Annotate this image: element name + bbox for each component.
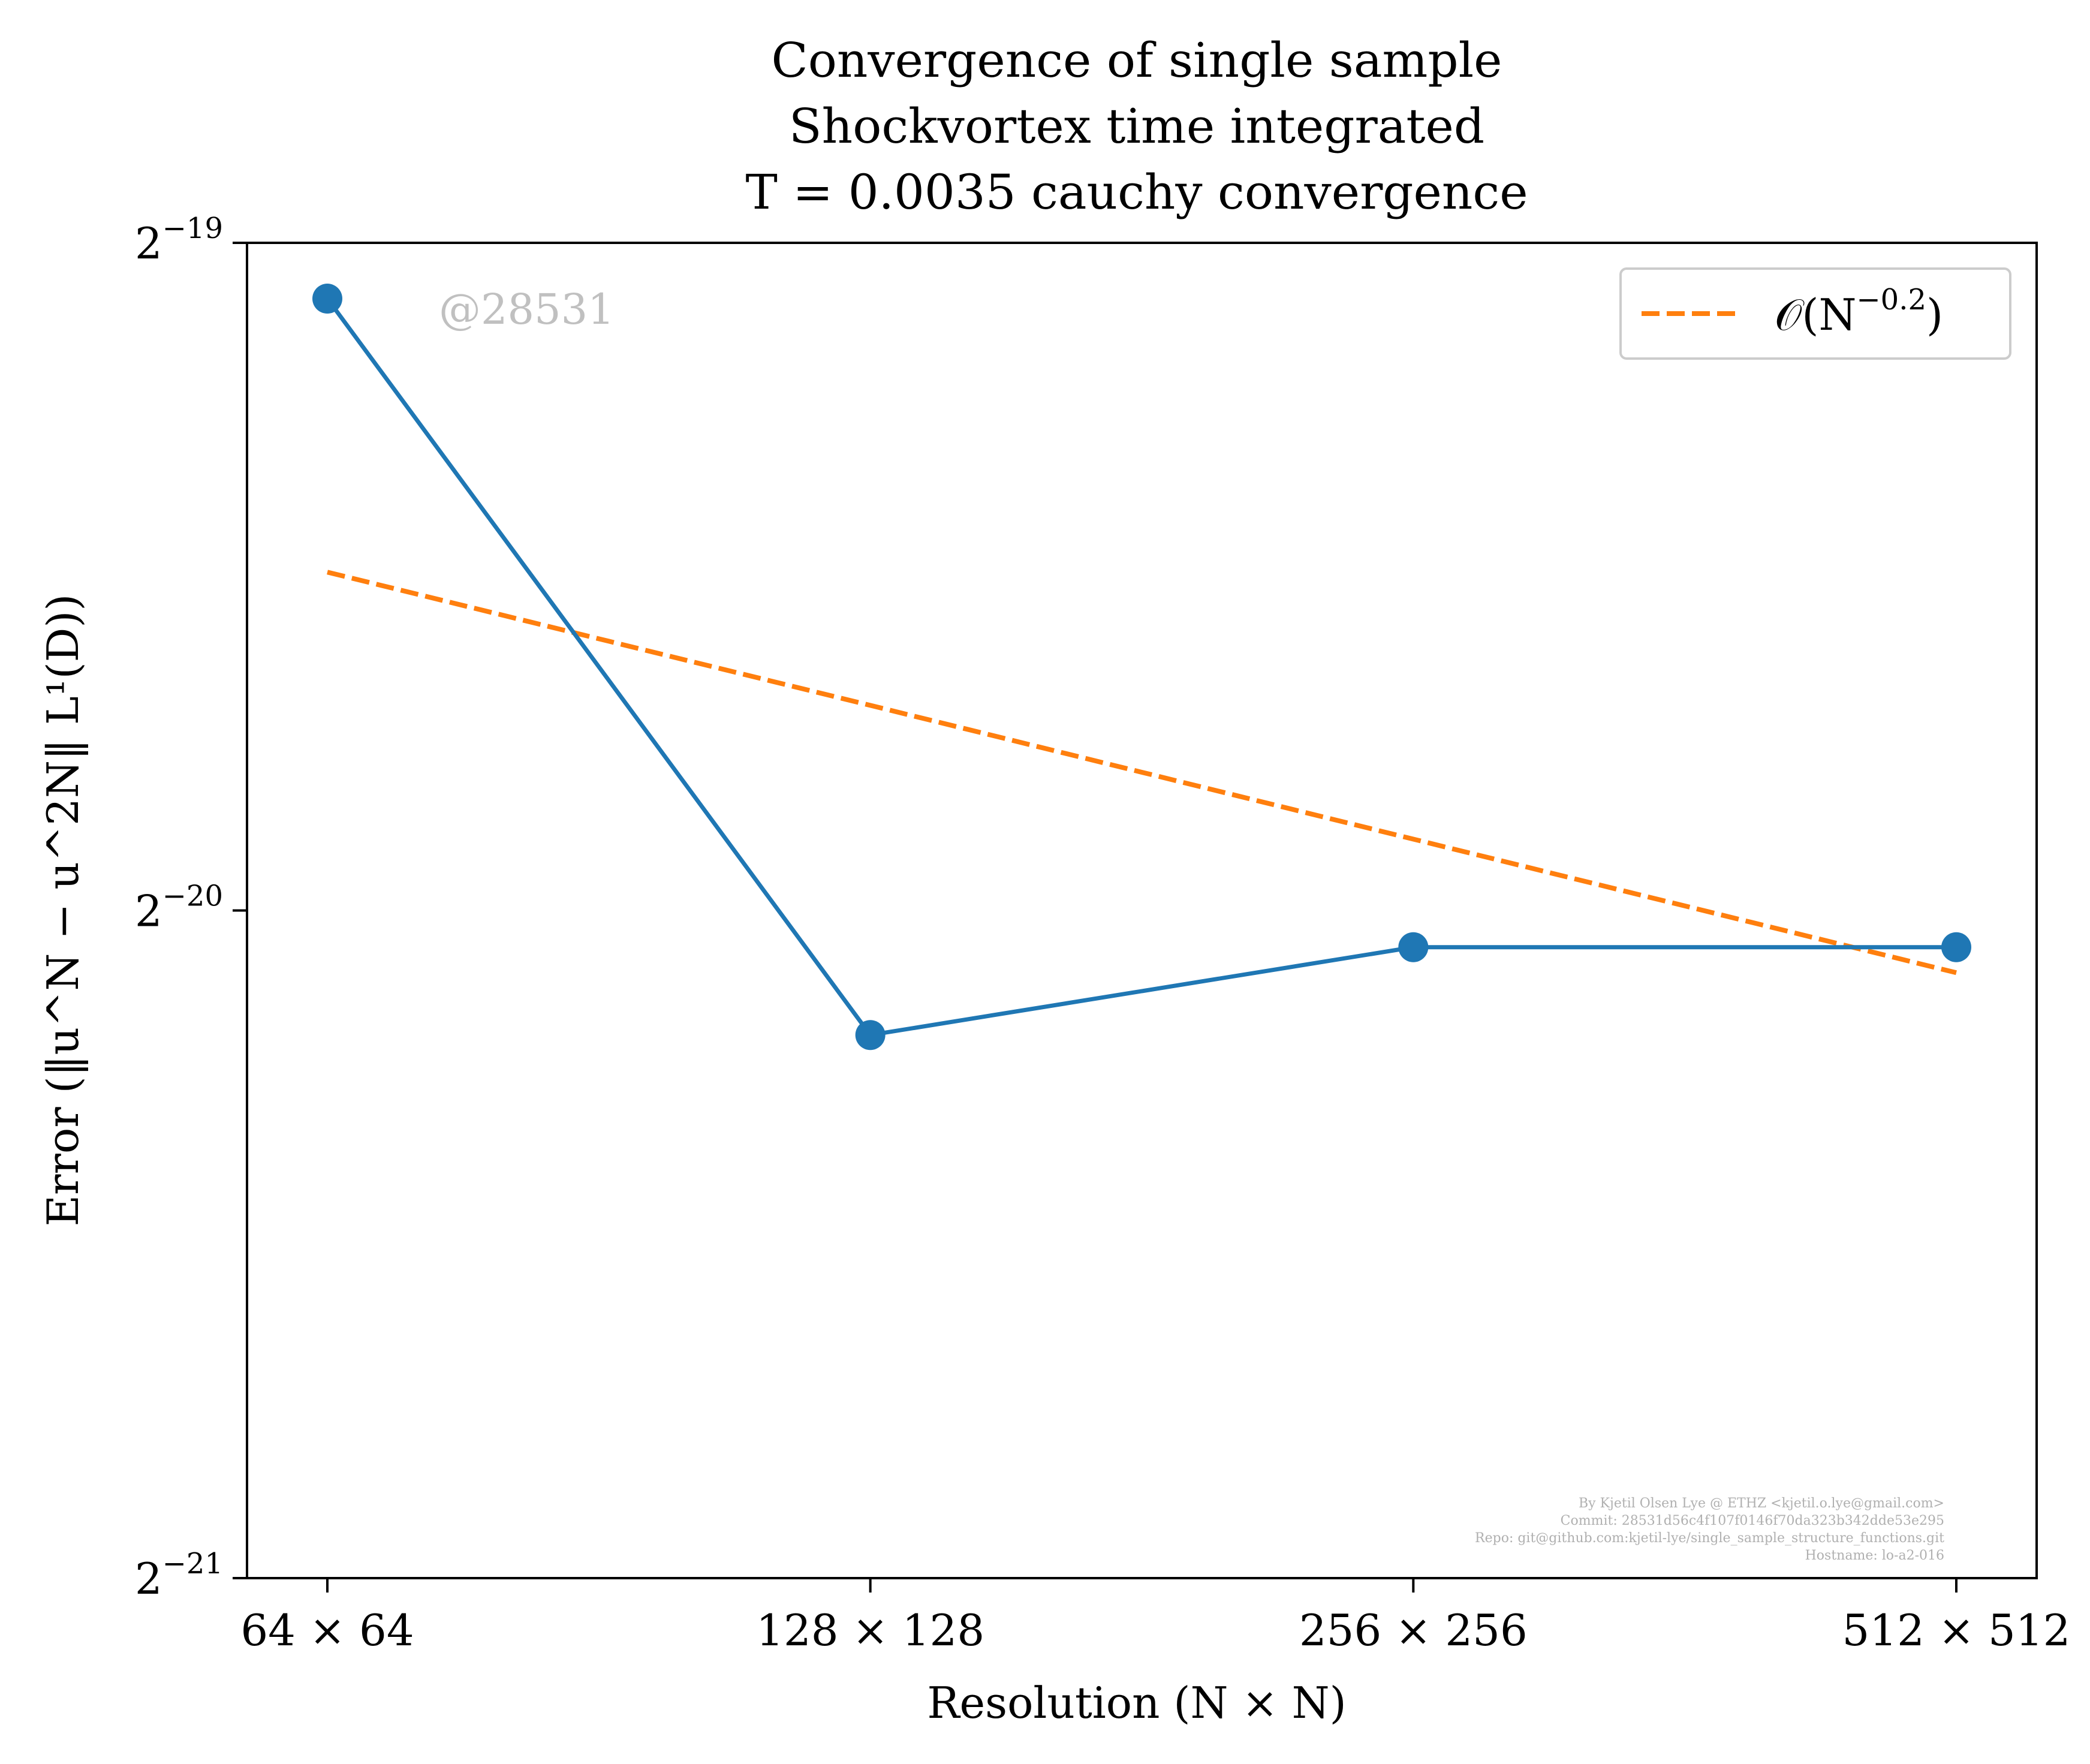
x-tick-label: 512 × 512	[1842, 1605, 2071, 1655]
y-tick-label: 2−19	[135, 212, 223, 269]
y-axis-label: Error (‖u^N − u^2N‖ L¹(D))	[38, 594, 88, 1226]
chart-title-line-3: T = 0.0035 cauchy convergence	[745, 164, 1528, 220]
legend-label-main: 𝒪(N	[1775, 290, 1856, 340]
y-axis-ticks: 2−19 2−20 2−21	[135, 212, 247, 1604]
series-point-error	[855, 1020, 886, 1050]
legend-box	[1619, 267, 2011, 360]
watermark-text: @28531	[439, 285, 615, 334]
x-tick-label: 128 × 128	[756, 1605, 984, 1655]
chart-title-line-1: Convergence of single sample	[771, 32, 1502, 88]
footer-line-1: By Kjetil Olsen Lye @ ETHZ <kjetil.o.lye…	[1579, 1496, 1944, 1511]
footer-line-3: Repo: git@github.com:kjetil-lye/single_s…	[1475, 1531, 1944, 1546]
plot-area-frame	[246, 242, 2038, 1579]
chart-title-line-2: Shockvortex time integrated	[789, 98, 1484, 154]
y-tick-label: 2−21	[135, 1547, 223, 1604]
footer-line-2: Commit: 28531d56c4f107f0146f70da323b342d…	[1561, 1513, 1944, 1528]
footer-line-4: Hostname: lo-a2-016	[1805, 1548, 1944, 1563]
x-axis-ticks: 64 × 64 128 × 128 256 × 256 512 × 512	[240, 1578, 2070, 1655]
x-tick-label: 64 × 64	[240, 1605, 414, 1655]
reference-line-dashed	[327, 570, 1957, 976]
series-layer	[312, 284, 1971, 1050]
x-axis-label: Resolution (N × N)	[927, 1678, 1346, 1728]
series-point-error	[312, 284, 342, 314]
legend: 𝒪(N−0.2)	[1619, 267, 2011, 360]
series-point-error	[1941, 932, 1971, 962]
legend-label: 𝒪(N−0.2)	[1775, 283, 1943, 340]
series-point-error	[1398, 932, 1429, 962]
x-tick-label: 256 × 256	[1299, 1605, 1528, 1655]
series-line-error	[326, 297, 1956, 1037]
legend-label-exponent: −0.2	[1856, 283, 1926, 317]
y-tick-label: 2−20	[135, 880, 223, 937]
legend-label-close: )	[1926, 290, 1943, 340]
